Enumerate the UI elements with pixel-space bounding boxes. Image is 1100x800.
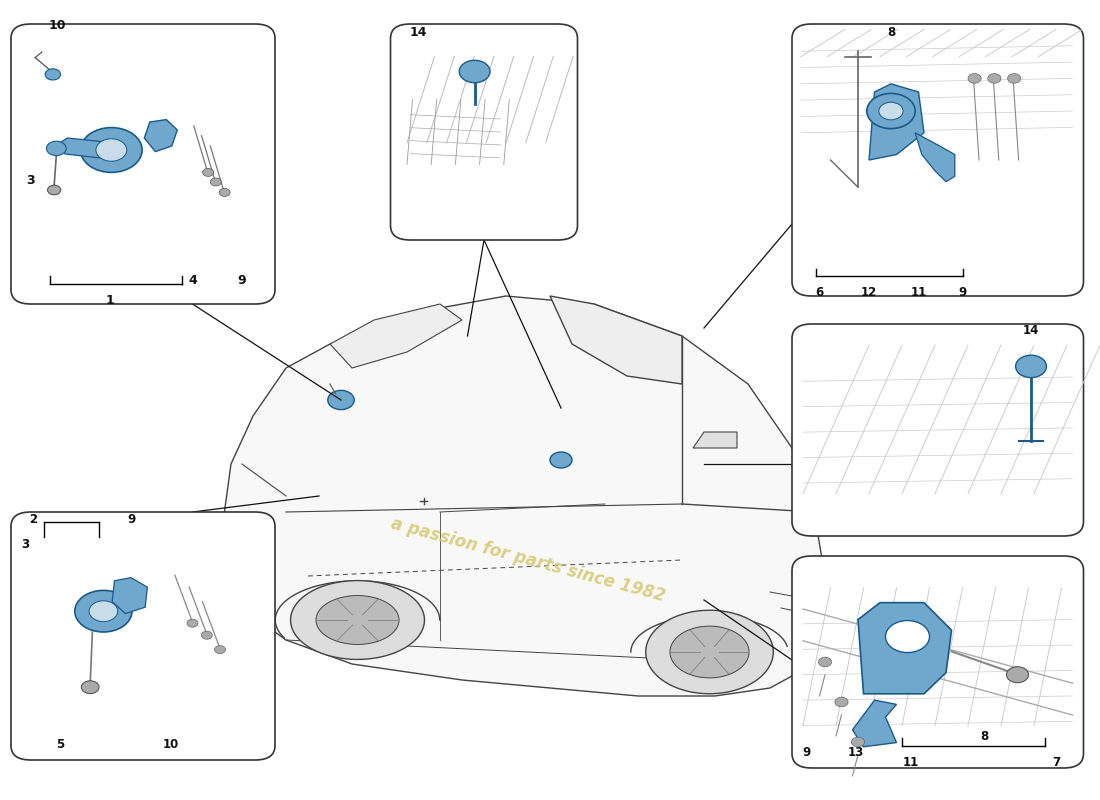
Text: 12: 12 <box>861 286 877 299</box>
Polygon shape <box>58 138 106 158</box>
Circle shape <box>202 168 213 176</box>
Text: 8: 8 <box>980 730 989 742</box>
Circle shape <box>851 738 865 747</box>
Text: 9: 9 <box>958 286 967 299</box>
FancyBboxPatch shape <box>792 24 1084 296</box>
Text: 11: 11 <box>911 286 926 299</box>
Circle shape <box>81 681 99 694</box>
Circle shape <box>1015 355 1046 378</box>
Polygon shape <box>220 296 825 696</box>
Text: 9: 9 <box>238 274 246 286</box>
Circle shape <box>201 631 212 639</box>
Polygon shape <box>330 304 462 368</box>
Text: 9: 9 <box>128 513 136 526</box>
Text: 7: 7 <box>1052 756 1060 769</box>
Text: 2: 2 <box>29 513 37 526</box>
Circle shape <box>550 452 572 468</box>
Circle shape <box>1006 666 1028 682</box>
Text: 10: 10 <box>48 19 66 32</box>
Polygon shape <box>550 296 682 384</box>
Polygon shape <box>646 610 773 694</box>
FancyBboxPatch shape <box>11 24 275 304</box>
Circle shape <box>219 189 230 197</box>
Text: 4: 4 <box>188 274 197 286</box>
Circle shape <box>187 619 198 627</box>
Circle shape <box>46 141 66 155</box>
Circle shape <box>80 127 142 172</box>
Circle shape <box>460 60 490 82</box>
Circle shape <box>210 178 221 186</box>
Polygon shape <box>144 119 177 152</box>
Circle shape <box>886 621 929 653</box>
Circle shape <box>45 69 60 80</box>
Polygon shape <box>852 700 896 747</box>
Circle shape <box>879 102 903 120</box>
Text: 8: 8 <box>887 26 895 38</box>
Circle shape <box>835 697 848 707</box>
Text: 14: 14 <box>409 26 427 39</box>
Polygon shape <box>670 626 749 678</box>
Circle shape <box>214 646 225 654</box>
Text: 3: 3 <box>21 538 30 550</box>
Circle shape <box>47 186 60 194</box>
Circle shape <box>1008 74 1021 83</box>
Text: 6: 6 <box>815 286 824 299</box>
Polygon shape <box>316 595 399 645</box>
Text: 3: 3 <box>26 174 35 187</box>
Text: 13: 13 <box>848 746 864 758</box>
Text: 14: 14 <box>1023 324 1040 337</box>
FancyBboxPatch shape <box>390 24 578 240</box>
Circle shape <box>75 590 132 632</box>
Circle shape <box>328 390 354 410</box>
Circle shape <box>968 74 981 83</box>
Text: 11: 11 <box>903 756 918 769</box>
Circle shape <box>818 658 832 667</box>
Circle shape <box>89 601 118 622</box>
Text: 10: 10 <box>163 738 178 750</box>
Text: 1: 1 <box>106 294 114 307</box>
Polygon shape <box>915 133 955 182</box>
Polygon shape <box>290 581 425 659</box>
Circle shape <box>96 138 126 162</box>
Text: a passion for parts since 1982: a passion for parts since 1982 <box>389 514 667 606</box>
Text: 9: 9 <box>802 746 811 758</box>
Circle shape <box>988 74 1001 83</box>
Polygon shape <box>693 432 737 448</box>
Polygon shape <box>112 578 147 614</box>
Polygon shape <box>858 602 952 694</box>
FancyBboxPatch shape <box>792 556 1084 768</box>
FancyBboxPatch shape <box>792 324 1084 536</box>
FancyBboxPatch shape <box>11 512 275 760</box>
Text: 5: 5 <box>56 738 65 750</box>
Polygon shape <box>869 84 924 160</box>
Circle shape <box>867 94 915 129</box>
